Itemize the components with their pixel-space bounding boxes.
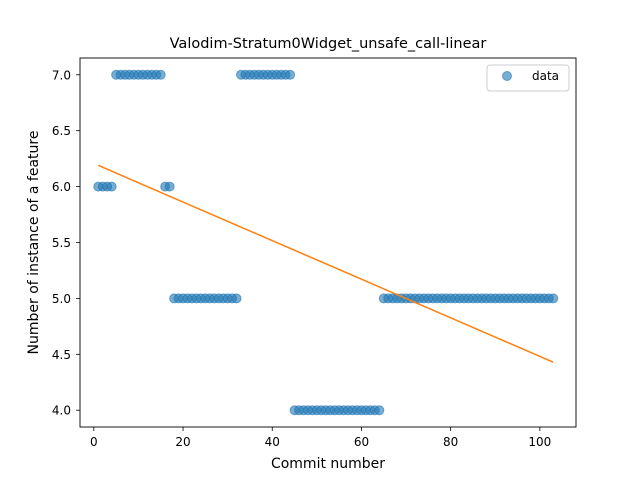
data-point [164, 181, 175, 192]
x-axis-title: Commit number [271, 456, 385, 472]
y-tick-label: 6.0 [52, 180, 71, 194]
data-point [374, 405, 385, 416]
x-tick-label: 0 [90, 435, 98, 449]
x-tick-label: 60 [354, 435, 369, 449]
y-tick-label: 4.5 [52, 348, 71, 362]
data-point [285, 69, 296, 80]
y-tick-label: 4.0 [52, 404, 71, 418]
legend-label-data: data [532, 69, 559, 83]
x-axis: 0 20 40 60 80 100 [90, 427, 551, 449]
y-tick-label: 5.0 [52, 292, 71, 306]
data-point [155, 69, 166, 80]
x-tick-label: 100 [528, 435, 551, 449]
linear-fit-line [97, 164, 554, 363]
chart-title: Valodim-Stratum0Widget_unsafe_call-linea… [170, 36, 487, 52]
data-point [231, 293, 242, 304]
data-point [106, 181, 117, 192]
x-tick-label: 80 [443, 435, 458, 449]
x-tick-label: 40 [265, 435, 280, 449]
y-tick-label: 5.5 [52, 236, 71, 250]
legend-marker-data [502, 71, 512, 81]
y-tick-label: 7.0 [52, 68, 71, 82]
y-axis: 4.0 4.5 5.0 5.5 6.0 6.5 7.0 [52, 68, 80, 418]
data-point [548, 293, 559, 304]
y-tick-label: 6.5 [52, 124, 71, 138]
y-axis-title: Number of instance of a feature [26, 131, 42, 355]
x-tick-label: 20 [175, 435, 190, 449]
legend: data [486, 64, 570, 92]
plot-marks [93, 69, 559, 416]
